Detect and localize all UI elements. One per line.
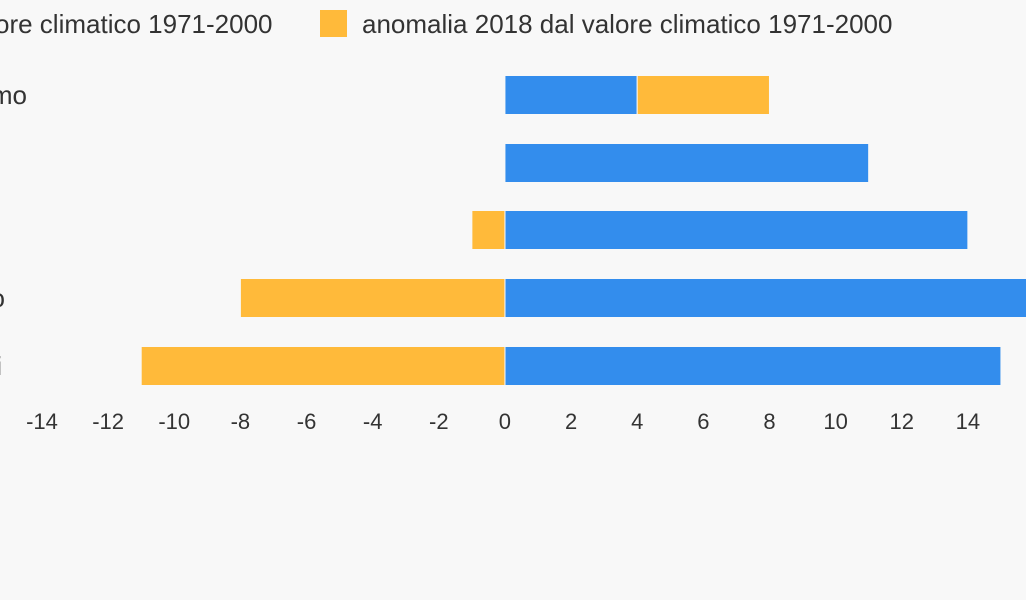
legend-swatch — [320, 10, 347, 37]
x-tick-label: -2 — [429, 409, 449, 434]
x-tick-label: -12 — [92, 409, 124, 434]
bar — [504, 210, 969, 250]
x-tick-label: 8 — [763, 409, 775, 434]
x-tick-label: -8 — [231, 409, 251, 434]
y-tick-label: mo — [0, 80, 27, 110]
y-tick-label: o — [0, 283, 5, 313]
legend-label: ore climatico 1971-2000 — [0, 9, 273, 39]
x-tick-label: 4 — [631, 409, 643, 434]
bar — [504, 278, 1026, 318]
bar — [504, 143, 870, 183]
bar — [504, 346, 1002, 386]
bar — [239, 278, 506, 318]
bar — [140, 346, 506, 386]
x-tick-label: -4 — [363, 409, 383, 434]
x-tick-label: 12 — [889, 409, 913, 434]
x-tick-label: 10 — [823, 409, 847, 434]
bar — [471, 210, 506, 250]
x-tick-label: -10 — [158, 409, 190, 434]
x-tick-label: -6 — [297, 409, 317, 434]
x-tick-label: 0 — [499, 409, 511, 434]
bar — [636, 75, 770, 115]
x-tick-label: -14 — [26, 409, 58, 434]
x-tick-label: 2 — [565, 409, 577, 434]
x-tick-label: 6 — [697, 409, 709, 434]
bar — [504, 75, 638, 115]
legend-label: anomalia 2018 dal valore climatico 1971-… — [362, 9, 892, 39]
x-tick-label: 14 — [956, 409, 980, 434]
y-tick-label: i — [0, 351, 2, 381]
